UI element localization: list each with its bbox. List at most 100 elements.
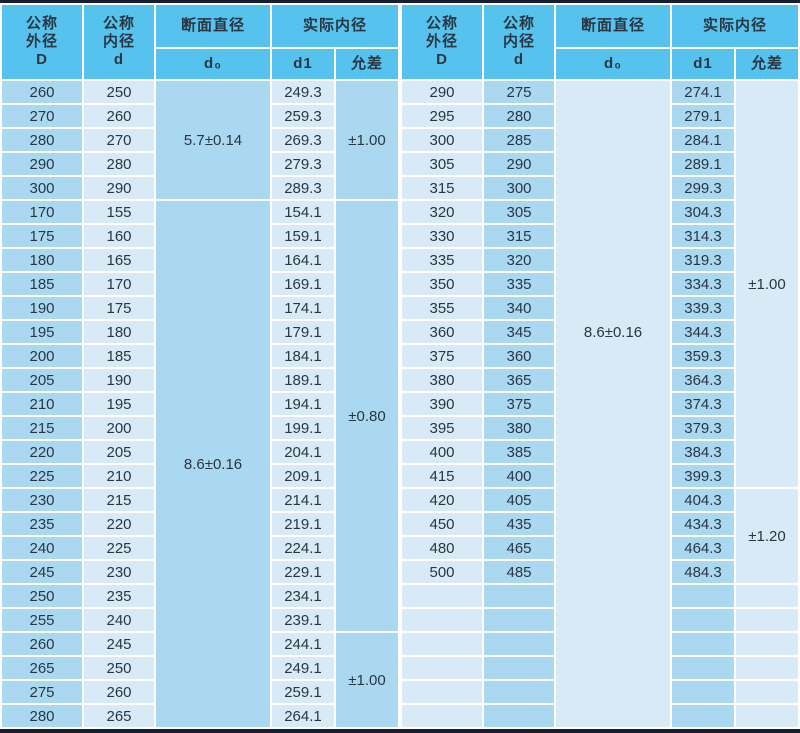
- cell-nominal-inner-diameter: 320: [484, 249, 555, 271]
- cell-nominal-inner-diameter: 300: [484, 177, 555, 199]
- cell-actual-inner-diameter: [672, 633, 735, 655]
- table-row: 330 315 314.3: [402, 225, 798, 247]
- table-row: 190 175 174.1: [2, 297, 398, 319]
- table-row: 200 185 184.1: [2, 345, 398, 367]
- cell-nominal-inner-diameter: 260: [84, 681, 154, 703]
- cell-nominal-inner-diameter: 195: [84, 393, 154, 415]
- table-row: 355 340 339.3: [402, 297, 798, 319]
- cell-actual-inner-diameter: 334.3: [672, 273, 735, 295]
- cell-actual-inner-diameter: 179.1: [272, 321, 334, 343]
- table-row: 210 195 194.1: [2, 393, 398, 415]
- cell-nominal-outer-diameter: 245: [2, 561, 82, 583]
- cell-tolerance: ±1.20: [736, 489, 799, 583]
- cell-nominal-inner-diameter: 485: [484, 561, 555, 583]
- table-row: [402, 705, 799, 727]
- cell-cross-section-diameter: 8.6±0.16: [556, 81, 671, 727]
- table-header: 公称 外径 D 公称 内径 d 断面直径 实际内径 d₀ d1 允差: [402, 5, 799, 79]
- header-tolerance: 允差: [736, 49, 799, 79]
- cell-nominal-outer-diameter: 260: [2, 633, 82, 655]
- table-row: 265 250 249.1: [2, 657, 398, 679]
- cell-actual-inner-diameter: 204.1: [272, 441, 334, 463]
- cell-actual-inner-diameter: 319.3: [672, 249, 735, 271]
- table-row: 235 220 219.1: [2, 513, 398, 535]
- cell-actual-inner-diameter: 464.3: [672, 537, 735, 559]
- cell-nominal-outer-diameter: 275: [2, 681, 82, 703]
- cell-nominal-outer-diameter: 360: [402, 321, 483, 343]
- cell-nominal-inner-diameter: 280: [84, 153, 154, 175]
- cell-nominal-outer-diameter: 235: [2, 513, 82, 535]
- cell-nominal-outer-diameter: 305: [402, 153, 483, 175]
- header-cross-section-diameter: 断面直径: [556, 5, 671, 47]
- left-tbody: 260 250 5.7±0.14 249.3 ±1.00 270 260 259.3 280 27…: [2, 81, 399, 727]
- cell-actual-inner-diameter: 169.1: [272, 273, 334, 295]
- table-row: 195 180 179.1: [2, 321, 398, 343]
- header-tolerance: 允差: [336, 49, 399, 79]
- cell-nominal-inner-diameter: 175: [84, 297, 154, 319]
- table-row: 500 485 484.3: [402, 561, 798, 583]
- cell-nominal-outer-diameter: 390: [402, 393, 483, 415]
- cell-nominal-inner-diameter: 165: [84, 249, 154, 271]
- cell-nominal-outer-diameter: 335: [402, 249, 483, 271]
- cell-nominal-inner-diameter: 250: [84, 657, 154, 679]
- cell-tolerance: ±1.00: [736, 81, 799, 487]
- cell-nominal-inner-diameter: 385: [484, 441, 555, 463]
- cell-nominal-outer-diameter: 175: [2, 225, 82, 247]
- table-row: [402, 681, 799, 703]
- cell-actual-inner-diameter: 279.1: [672, 105, 735, 127]
- cell-nominal-outer-diameter: 420: [402, 489, 483, 511]
- cell-actual-inner-diameter: 274.1: [672, 81, 735, 103]
- cell-nominal-inner-diameter: 225: [84, 537, 154, 559]
- table-row: 400 385 384.3: [402, 441, 798, 463]
- table-row: 260 245 244.1 ±1.00: [2, 633, 399, 727]
- cell-nominal-inner-diameter: 235: [84, 585, 154, 607]
- spec-table-left: 公称 外径 D 公称 内径 d 断面直径 实际内径 d₀ d1 允差 260 25…: [0, 3, 400, 729]
- table-row: 315 300 299.3: [402, 177, 798, 199]
- cell-nominal-outer-diameter: 380: [402, 369, 483, 391]
- cell-nominal-inner-diameter: 335: [484, 273, 555, 295]
- table-header: 公称 外径 D 公称 内径 d 断面直径 实际内径 d₀ d1 允差: [2, 5, 399, 79]
- cell-actual-inner-diameter: [672, 657, 735, 679]
- cell-nominal-outer-diameter: 295: [402, 105, 483, 127]
- cell-nominal-outer-diameter: 210: [2, 393, 82, 415]
- cell-nominal-outer-diameter: [402, 657, 483, 679]
- table-row: 245 230 229.1: [2, 561, 398, 583]
- cell-nominal-outer-diameter: 415: [402, 465, 483, 487]
- right-tbody: 290 275 8.6±0.16 274.1 ±1.00 295 280 279.1 300 28…: [402, 81, 799, 727]
- cell-nominal-inner-diameter: [484, 585, 555, 607]
- cell-nominal-outer-diameter: [402, 681, 483, 703]
- cell-nominal-inner-diameter: 265: [84, 705, 154, 727]
- table-row: 320 305 304.3: [402, 201, 798, 223]
- cell-nominal-inner-diameter: [484, 681, 555, 703]
- cell-actual-inner-diameter: 364.3: [672, 369, 735, 391]
- cell-actual-inner-diameter: 194.1: [272, 393, 334, 415]
- cell-actual-inner-diameter: 339.3: [672, 297, 735, 319]
- header-d1: d1: [672, 49, 735, 79]
- cell-actual-inner-diameter: [672, 705, 735, 727]
- header-actual-inner-diameter: 实际内径: [272, 5, 399, 47]
- cell-nominal-outer-diameter: 230: [2, 489, 82, 511]
- cell-actual-inner-diameter: 299.3: [672, 177, 735, 199]
- cell-cross-section-diameter: 5.7±0.14: [156, 81, 270, 199]
- cell-nominal-inner-diameter: 465: [484, 537, 555, 559]
- cell-nominal-outer-diameter: 195: [2, 321, 82, 343]
- cell-nominal-inner-diameter: [484, 657, 555, 679]
- cell-nominal-inner-diameter: 280: [484, 105, 555, 127]
- cell-nominal-outer-diameter: [402, 585, 483, 607]
- cell-actual-inner-diameter: 189.1: [272, 369, 334, 391]
- table-row: 415 400 399.3: [402, 465, 798, 487]
- cell-nominal-outer-diameter: [402, 609, 483, 631]
- cell-actual-inner-diameter: 154.1: [272, 201, 334, 223]
- cell-actual-inner-diameter: 174.1: [272, 297, 334, 319]
- cell-nominal-outer-diameter: 400: [402, 441, 483, 463]
- cell-nominal-inner-diameter: 270: [84, 129, 154, 151]
- cell-nominal-outer-diameter: 290: [402, 81, 483, 103]
- table-row: 240 225 224.1: [2, 537, 398, 559]
- cell-nominal-outer-diameter: 220: [2, 441, 82, 463]
- table-row: 250 235 234.1: [2, 585, 398, 607]
- header-nominal-inner-diameter: 公称 内径 d: [84, 5, 154, 79]
- cell-nominal-outer-diameter: 480: [402, 537, 483, 559]
- cell-tolerance: [736, 681, 799, 703]
- cell-actual-inner-diameter: 264.1: [272, 705, 334, 727]
- cell-nominal-inner-diameter: 220: [84, 513, 154, 535]
- table-row: 220 205 204.1: [2, 441, 398, 463]
